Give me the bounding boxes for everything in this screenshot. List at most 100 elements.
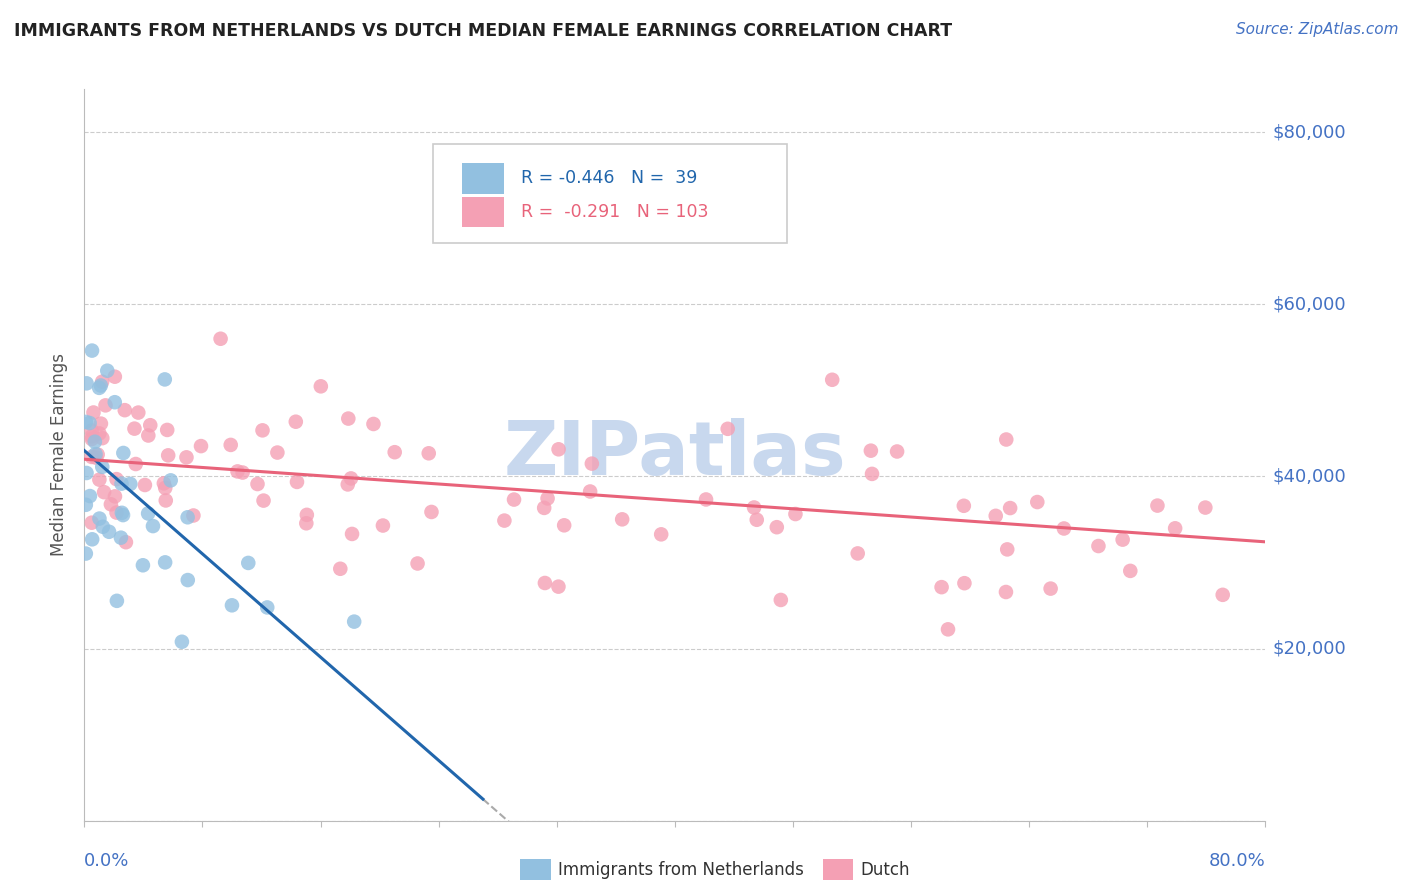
Point	[612, 512, 634, 526]
Point	[209, 332, 232, 346]
Point	[285, 475, 308, 489]
Point	[84, 450, 107, 465]
Point	[406, 557, 429, 571]
Point	[89, 426, 111, 441]
Point	[136, 507, 159, 521]
Point	[420, 505, 443, 519]
Point	[82, 533, 104, 547]
Text: Dutch: Dutch	[860, 861, 910, 879]
Point	[252, 493, 274, 508]
Point	[112, 446, 135, 460]
Point	[80, 343, 103, 358]
Point	[80, 450, 103, 464]
Point	[134, 478, 156, 492]
Point	[127, 406, 149, 420]
Point	[105, 506, 128, 520]
Point	[252, 423, 274, 437]
Point	[93, 485, 115, 500]
Point	[340, 471, 363, 485]
Point	[104, 395, 127, 409]
Text: 80.0%: 80.0%	[1209, 852, 1265, 870]
Point	[183, 508, 205, 523]
Point	[953, 576, 976, 591]
Point	[96, 364, 118, 378]
Point	[418, 446, 440, 460]
Point	[111, 508, 134, 522]
Point	[765, 520, 787, 534]
Point	[1087, 539, 1109, 553]
Text: ZIPatlas: ZIPatlas	[503, 418, 846, 491]
Point	[124, 422, 146, 436]
Point	[125, 457, 148, 471]
Point	[1026, 495, 1049, 509]
Point	[110, 531, 132, 545]
Point	[995, 542, 1018, 557]
Text: R = -0.446   N =  39: R = -0.446 N = 39	[522, 169, 697, 187]
Point	[76, 376, 98, 391]
Point	[75, 547, 97, 561]
Point	[821, 373, 844, 387]
Point	[176, 450, 198, 465]
Text: $40,000: $40,000	[1272, 467, 1346, 485]
Point	[120, 477, 142, 491]
Point	[329, 562, 352, 576]
Point	[89, 511, 111, 525]
Text: R =  -0.291   N = 103: R = -0.291 N = 103	[522, 203, 709, 221]
Point	[170, 634, 193, 648]
Point	[89, 381, 111, 395]
Point	[536, 491, 558, 506]
Point	[89, 473, 111, 487]
Point	[266, 445, 288, 459]
Point	[769, 593, 792, 607]
Point	[91, 375, 114, 389]
Point	[1194, 500, 1216, 515]
Point	[534, 576, 557, 591]
Point	[75, 415, 97, 429]
Point	[155, 481, 177, 495]
Point	[100, 497, 122, 511]
Point	[860, 467, 883, 481]
Text: $20,000: $20,000	[1272, 640, 1346, 657]
Point	[80, 432, 103, 446]
Point	[90, 378, 112, 392]
Text: Immigrants from Netherlands: Immigrants from Netherlands	[558, 861, 804, 879]
Point	[295, 516, 318, 531]
Point	[82, 405, 104, 419]
Point	[91, 520, 114, 534]
Point	[90, 417, 112, 431]
Point	[232, 466, 254, 480]
Point	[931, 580, 953, 594]
Point	[79, 489, 101, 503]
Text: IMMIGRANTS FROM NETHERLANDS VS DUTCH MEDIAN FEMALE EARNINGS CORRELATION CHART: IMMIGRANTS FROM NETHERLANDS VS DUTCH MED…	[14, 22, 952, 40]
Point	[104, 489, 127, 503]
Bar	[463, 196, 503, 227]
Point	[238, 556, 260, 570]
Point	[503, 492, 526, 507]
Point	[219, 438, 242, 452]
Point	[309, 379, 332, 393]
Point	[84, 447, 107, 461]
Point	[153, 555, 176, 569]
Point	[1039, 582, 1062, 596]
Point	[94, 398, 117, 412]
Point	[136, 428, 159, 442]
Point	[221, 599, 243, 613]
Point	[886, 444, 908, 458]
Point	[785, 507, 807, 521]
Point	[246, 477, 269, 491]
Point	[80, 424, 103, 438]
Point	[132, 558, 155, 573]
Point	[547, 580, 569, 594]
Point	[343, 615, 366, 629]
Point	[83, 434, 105, 449]
Point	[153, 476, 176, 491]
Point	[110, 476, 132, 491]
Point	[1212, 588, 1234, 602]
Point	[91, 431, 114, 445]
Point	[745, 513, 768, 527]
Point	[1164, 521, 1187, 535]
Point	[105, 594, 128, 608]
Point	[994, 585, 1017, 599]
Point	[340, 527, 363, 541]
Text: Source: ZipAtlas.com: Source: ZipAtlas.com	[1236, 22, 1399, 37]
